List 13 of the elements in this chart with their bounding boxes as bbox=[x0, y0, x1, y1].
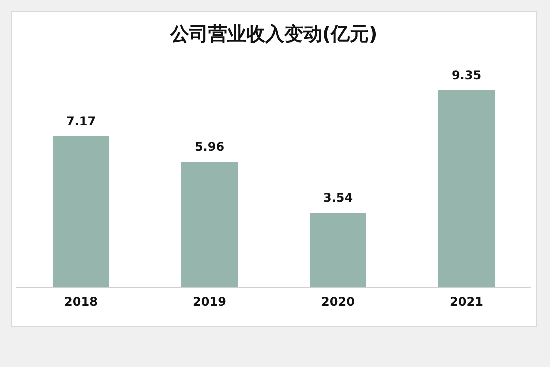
bar bbox=[310, 212, 367, 288]
data-label: 7.17 bbox=[66, 114, 96, 129]
data-label: 5.96 bbox=[194, 140, 225, 154]
chart-title: 公司营业收入变动(亿元) bbox=[169, 23, 378, 46]
data-label: 9.35 bbox=[452, 68, 482, 83]
bar bbox=[438, 90, 496, 288]
bar bbox=[181, 162, 238, 288]
data-label: 3.54 bbox=[323, 191, 354, 206]
x-tick-label: 2018 bbox=[64, 294, 98, 309]
x-tick-label: 2019 bbox=[193, 294, 226, 309]
x-tick-label: 2021 bbox=[450, 294, 484, 309]
x-tick-label: 2020 bbox=[322, 294, 355, 309]
bar bbox=[52, 136, 110, 288]
